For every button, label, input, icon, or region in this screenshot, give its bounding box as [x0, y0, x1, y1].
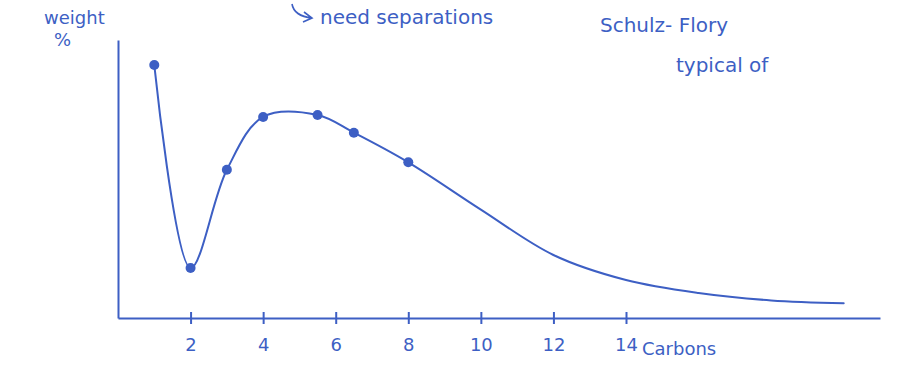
x-tick: 2: [185, 312, 196, 355]
y-axis: [118, 41, 119, 319]
x-tick-mark: [408, 312, 410, 324]
x-tick: 4: [258, 312, 269, 355]
y-axis-line: [118, 41, 120, 319]
x-tick-mark: [190, 312, 192, 324]
x-tick-label: 6: [330, 334, 341, 355]
x-tick: 6: [330, 312, 341, 355]
x-tick-mark: [480, 312, 482, 324]
x-tick-label: 14: [615, 334, 638, 355]
x-tick-mark: [335, 312, 337, 324]
x-tick-mark: [263, 312, 265, 324]
plot-area: [149, 60, 843, 303]
arrow: [292, 4, 312, 22]
x-tick-label: 2: [185, 334, 196, 355]
annotation: typical of: [676, 53, 769, 77]
x-tick: 12: [542, 312, 565, 355]
x-axis: 2 4 6 8 10 12 14: [119, 312, 881, 355]
x-tick-mark: [553, 312, 555, 324]
chart: 2 4 6 8 10 12 14 weight% Carbons need separations…: [0, 0, 900, 388]
x-tick: 8: [403, 312, 414, 355]
x-tick: 10: [470, 312, 493, 355]
curve: [154, 65, 843, 303]
y-axis-title: weight%: [44, 7, 105, 50]
x-tick-label: 10: [470, 334, 493, 355]
x-tick-label: 4: [258, 334, 269, 355]
annotation: need separations: [320, 5, 493, 29]
annotation: Schulz- Flory: [600, 13, 728, 37]
x-tick-mark: [626, 312, 628, 324]
x-tick-label: 8: [403, 334, 414, 355]
x-tick: 14: [615, 312, 638, 355]
x-axis-title: Carbons: [642, 338, 716, 359]
x-tick-label: 12: [542, 334, 565, 355]
x-axis-line: [119, 318, 881, 320]
